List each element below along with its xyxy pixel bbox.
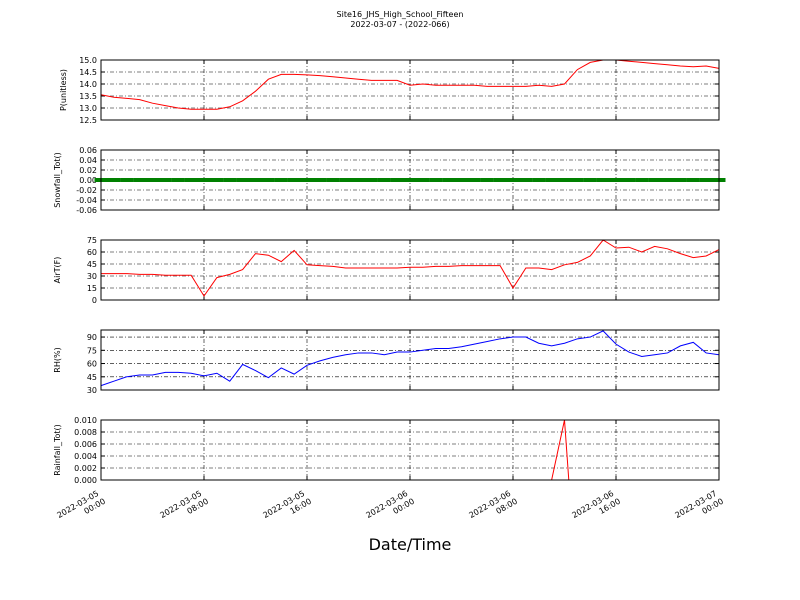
y-tick-label: 90 — [87, 333, 97, 342]
y-tick-label: 13.0 — [79, 104, 97, 113]
data-point — [506, 178, 520, 182]
data-point — [622, 178, 636, 182]
data-point — [570, 178, 584, 182]
data-point — [429, 178, 443, 182]
y-tick-label: 60 — [87, 360, 97, 369]
data-point — [223, 178, 237, 182]
data-point — [133, 178, 147, 182]
y-tick-label: 15 — [87, 284, 97, 293]
plot-frame — [100, 329, 720, 391]
y-tick-label: 0.00 — [79, 176, 97, 185]
plot-frame — [100, 59, 720, 121]
data-line — [101, 239, 720, 297]
y-tick-label: 14.0 — [79, 80, 97, 89]
data-point — [107, 178, 121, 182]
y-tick-label: 30 — [87, 272, 97, 281]
data-point — [442, 178, 456, 182]
data-point — [686, 178, 700, 182]
data-point — [261, 178, 275, 182]
data-point — [364, 178, 378, 182]
data-point — [249, 178, 262, 182]
data-point — [583, 178, 597, 182]
x-axis-label: Date/Time — [369, 535, 452, 554]
data-point — [300, 178, 314, 182]
data-point — [493, 178, 507, 182]
data-point — [403, 178, 417, 182]
y-tick-label: 75 — [87, 236, 97, 245]
data-point — [480, 178, 494, 182]
y-tick-label: 45 — [87, 260, 97, 269]
data-point — [326, 178, 340, 182]
data-point — [210, 178, 224, 182]
data-point — [467, 178, 481, 182]
y-axis-label: P(unitless) — [59, 69, 68, 111]
y-tick-label: -0.06 — [76, 206, 97, 215]
data-point — [545, 178, 559, 182]
data-point — [197, 178, 211, 182]
data-point — [416, 178, 430, 182]
data-point — [532, 178, 546, 182]
y-tick-label: 30 — [87, 386, 97, 395]
y-tick-label: 0.04 — [79, 156, 97, 165]
y-tick-label: 45 — [87, 373, 97, 382]
plot-frame — [100, 419, 720, 481]
data-point — [609, 178, 623, 182]
y-tick-label: 75 — [87, 346, 97, 355]
data-point — [519, 178, 533, 182]
y-tick-label: 0.02 — [79, 166, 97, 175]
y-axis-label: AirT(F) — [53, 257, 62, 284]
data-line — [100, 330, 720, 387]
data-point — [648, 178, 662, 182]
y-tick-label: 0 — [92, 296, 97, 305]
data-point — [146, 178, 159, 182]
data-point — [377, 178, 391, 182]
data-point — [287, 178, 301, 182]
y-tick-label: 0.008 — [74, 428, 97, 437]
data-point — [339, 178, 353, 182]
y-tick-label: 0.010 — [74, 416, 97, 425]
data-point — [673, 178, 687, 182]
chart-title: Site16_JHS_High_School_Fifteen — [337, 10, 464, 19]
y-axis-label: RH(%) — [53, 347, 62, 372]
data-point — [390, 178, 404, 182]
y-tick-label: 0.06 — [79, 146, 97, 155]
data-point — [313, 178, 327, 182]
plot-frame — [100, 239, 720, 301]
data-point — [635, 178, 649, 182]
data-point — [455, 178, 468, 182]
y-tick-label: 12.5 — [79, 116, 97, 125]
y-tick-label: 13.5 — [79, 92, 97, 101]
data-point — [596, 178, 610, 182]
y-tick-label: 0.000 — [74, 476, 97, 485]
plot-frame — [100, 149, 720, 211]
y-tick-label: 15.0 — [79, 56, 97, 65]
y-tick-label: 0.006 — [74, 440, 97, 449]
data-point — [158, 178, 172, 182]
data-point — [120, 178, 134, 182]
data-point — [236, 178, 250, 182]
data-point — [352, 178, 365, 182]
data-point — [184, 178, 198, 182]
y-tick-label: 14.5 — [79, 68, 97, 77]
y-tick-label: 0.002 — [74, 464, 97, 473]
y-axis-label: Rainfall_Tot() — [53, 424, 62, 476]
y-tick-label: -0.02 — [76, 186, 97, 195]
y-tick-label: -0.04 — [76, 196, 97, 205]
data-point — [558, 178, 571, 182]
data-point — [274, 178, 288, 182]
data-point — [699, 178, 713, 182]
y-tick-label: 0.004 — [74, 452, 97, 461]
data-point — [171, 178, 185, 182]
chart-subtitle: 2022-03-07 - (2022-066) — [350, 20, 449, 29]
y-axis-label: Snowfall_Tot() — [53, 152, 62, 208]
data-point — [661, 178, 674, 182]
y-tick-label: 60 — [87, 248, 97, 257]
